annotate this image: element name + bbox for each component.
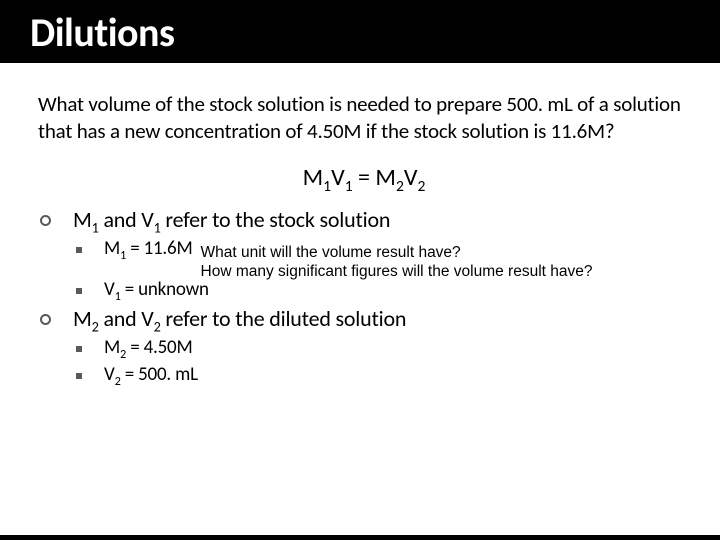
title-bar: Dilutions (0, 0, 720, 65)
t: and V (99, 206, 154, 233)
formula-v1-sub: 1 (345, 177, 353, 196)
note-sigfig: How many significant figures will the vo… (201, 263, 593, 280)
section-diluted: M2 and V2 refer to the diluted solution … (38, 305, 690, 386)
t: 1 (154, 218, 161, 236)
bullet-lvl2-m1: M1 = 11.6M What unit will the volume res… (38, 237, 690, 276)
bullet-lvl1-diluted: M2 and V2 refer to the diluted solution (38, 305, 690, 332)
dilution-formula: M1V1 = M2V2 (38, 163, 690, 192)
t: and V (99, 305, 154, 332)
circle-bullet-icon (40, 314, 51, 325)
t: M (73, 206, 92, 233)
formula-m2-sub: 2 (396, 177, 404, 196)
side-notes: What unit will the volume result have? H… (201, 243, 593, 282)
problem-statement: What volume of the stock solution is nee… (38, 91, 690, 145)
diluted-heading: M2 and V2 refer to the diluted solution (73, 305, 406, 332)
square-bullet-icon (76, 288, 82, 294)
t: V (104, 363, 115, 386)
t: V (104, 278, 115, 301)
square-bullet-icon (76, 373, 82, 379)
note-unit: What unit will the volume result have? (201, 244, 461, 261)
t: M (104, 336, 120, 359)
t: 2 (92, 317, 99, 335)
content-area: What volume of the stock solution is nee… (0, 65, 720, 535)
t: refer to the diluted solution (161, 305, 407, 332)
square-bullet-icon (76, 247, 82, 253)
t: M (104, 237, 120, 260)
t: = 4.50M (126, 336, 192, 359)
formula-eq: = (353, 163, 376, 192)
formula-v1: V (331, 163, 345, 192)
stock-heading: M1 and V1 refer to the stock solution (73, 206, 390, 233)
formula-m1: M (303, 163, 324, 192)
t: 2 (154, 317, 161, 335)
t: 1 (92, 218, 99, 236)
slide-title: Dilutions (30, 8, 690, 57)
bullet-lvl2-v2: V2 = 500. mL (38, 363, 690, 386)
v2-value: V2 = 500. mL (104, 363, 198, 386)
bullet-lvl2-m2: M2 = 4.50M (38, 336, 690, 359)
v1-value: V1 = unknown (104, 278, 209, 301)
formula-m2: M (375, 163, 396, 192)
t: = 11.6M (126, 237, 192, 260)
t: = 500. mL (121, 363, 198, 386)
section-stock: M1 and V1 refer to the stock solution M1… (38, 206, 690, 301)
bullet-lvl1-stock: M1 and V1 refer to the stock solution (38, 206, 690, 233)
circle-bullet-icon (40, 215, 51, 226)
t: = unknown (121, 278, 209, 301)
t: refer to the stock solution (161, 206, 391, 233)
square-bullet-icon (76, 346, 82, 352)
t: M (73, 305, 92, 332)
m2-value: M2 = 4.50M (104, 336, 193, 359)
formula-m1-sub: 1 (323, 177, 331, 196)
formula-v2: V (404, 163, 418, 192)
m1-value: M1 = 11.6M (104, 237, 193, 260)
formula-v2-sub: 2 (417, 177, 425, 196)
